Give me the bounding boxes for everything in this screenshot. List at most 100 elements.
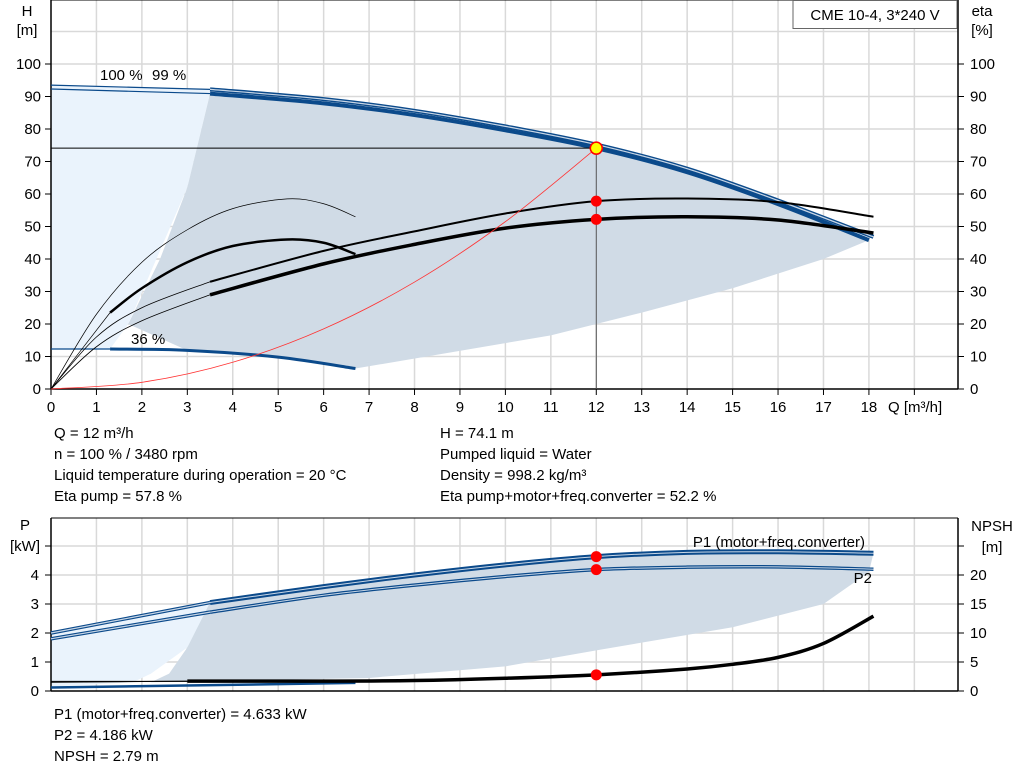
operating-range-region-power <box>150 551 874 683</box>
y-axis-label-left: P <box>20 517 30 534</box>
x-tick-label: 5 <box>274 399 282 416</box>
y-tick-label-right: 5 <box>970 654 978 671</box>
y-axis-unit-right: [m] <box>982 539 1003 556</box>
low-flow-region-power <box>51 602 211 687</box>
power-min-speed-curve <box>50 681 356 689</box>
info-bottom: P1 (motor+freq.converter) = 4.633 kW P2 … <box>54 704 307 767</box>
npsh-curve-low-flow <box>50 680 188 683</box>
y-tick-label-left: 20 <box>24 316 41 333</box>
info-speed: n = 100 % / 3480 rpm <box>54 446 198 463</box>
x-tick-label: 14 <box>679 399 696 416</box>
info-density: Density = 998.2 kg/m³ <box>440 467 587 484</box>
operating-range-region <box>128 93 869 369</box>
y-axis-unit-right: [%] <box>971 22 993 39</box>
x-tick-label: 18 <box>861 399 878 416</box>
x-tick-label: 10 <box>497 399 514 416</box>
eta-pump-curve-thin <box>50 281 211 390</box>
p1-curve-low-flow-gap <box>50 601 211 634</box>
p1-curve-gap <box>209 551 874 604</box>
label-speed-100: 100 % <box>100 67 143 84</box>
x-tick-label: 16 <box>770 399 787 416</box>
p2-curve-gap <box>209 566 874 613</box>
info-liquid: Pumped liquid = Water <box>440 446 592 463</box>
info-top-left: Q = 12 m³/h n = 100 % / 3480 rpm Liquid … <box>54 423 346 507</box>
legend-box <box>792 0 958 29</box>
label-speed-99: 99 % <box>152 67 186 84</box>
y-axis-unit-left: [m] <box>17 22 38 39</box>
x-tick-label: 3 <box>183 399 191 416</box>
x-tick-label: 8 <box>410 399 418 416</box>
duty-point-marker <box>589 141 604 155</box>
y-tick-label-left: 10 <box>24 349 41 366</box>
y-axis-label-right: NPSH <box>971 518 1013 535</box>
eta-pump-marker <box>590 195 602 207</box>
y-tick-label-right: 0 <box>970 683 978 700</box>
info-head: H = 74.1 m <box>440 425 514 442</box>
p1-curve-label: P1 (motor+freq.converter) <box>693 534 865 551</box>
info-npsh: NPSH = 2.79 m <box>54 748 159 765</box>
x-axis-label: Q [m³/h] <box>888 399 942 416</box>
info-top-right: H = 74.1 m Pumped liquid = Water Density… <box>440 423 716 507</box>
info-flow: Q = 12 m³/h <box>54 425 134 442</box>
x-tick-label: 0 <box>47 399 55 416</box>
y-tick-label-right: 10 <box>970 625 987 642</box>
y-tick-label-right: 90 <box>970 89 987 106</box>
p2-marker <box>590 564 602 576</box>
x-tick-label: 13 <box>633 399 650 416</box>
y-axis-label-right: eta <box>972 3 994 20</box>
y-tick-label-left: 3 <box>31 596 39 613</box>
head-curve-100-gap <box>209 88 874 238</box>
y-tick-label-left: 60 <box>24 186 41 203</box>
eta-total-curve-thin <box>50 294 211 390</box>
info-temperature: Liquid temperature during operation = 20… <box>54 467 347 484</box>
low-flow-region <box>51 85 211 350</box>
y-tick-label-right: 60 <box>970 186 987 203</box>
info-eta-pump: Eta pump = 57.8 % <box>54 488 182 505</box>
y-tick-label-left: 30 <box>24 284 41 301</box>
x-tick-label: 4 <box>229 399 237 416</box>
eta-total-min-speed-curve <box>109 238 356 314</box>
p2-curve-label: P2 <box>854 570 872 587</box>
y-tick-label-right: 100 <box>970 56 995 73</box>
y-tick-label-right: 0 <box>970 381 978 398</box>
eta-total-curve <box>209 214 874 297</box>
y-axis-label-left: H <box>22 3 33 20</box>
x-tick-label: 7 <box>365 399 373 416</box>
x-tick-label: 6 <box>319 399 327 416</box>
y-tick-label-right: 15 <box>970 596 987 613</box>
x-tick-label: 15 <box>724 399 741 416</box>
y-tick-label-right: 40 <box>970 251 987 268</box>
eta-total-marker <box>590 213 602 225</box>
y-tick-label-right: 30 <box>970 284 987 301</box>
y-tick-label-right: 80 <box>970 121 987 138</box>
y-tick-label-left: 1 <box>31 654 39 671</box>
info-p2: P2 = 4.186 kW <box>54 727 153 744</box>
y-tick-label-left: 2 <box>31 625 39 642</box>
x-tick-label: 1 <box>92 399 100 416</box>
y-tick-label-left: 70 <box>24 154 41 171</box>
y-tick-label-left: 80 <box>24 121 41 138</box>
x-tick-label: 9 <box>456 399 464 416</box>
y-tick-label-left: 50 <box>24 219 41 236</box>
y-tick-label-right: 50 <box>970 219 987 236</box>
x-tick-label: 17 <box>815 399 832 416</box>
legend-text: CME 10-4, 3*240 V <box>810 7 939 24</box>
p2-curve-low-flow-gap <box>50 611 211 640</box>
y-axis-unit-left: [kW] <box>10 538 40 555</box>
npsh-marker <box>590 669 602 681</box>
head-curve-99 <box>209 91 870 243</box>
y-tick-label-left: 40 <box>24 251 41 268</box>
y-tick-label-left: 0 <box>31 683 39 700</box>
y-tick-label-right: 70 <box>970 154 987 171</box>
eta-total-min-speed-curve-thin <box>50 312 111 390</box>
head-curve-min <box>110 347 356 371</box>
info-p1: P1 (motor+freq.converter) = 4.633 kW <box>54 706 307 723</box>
head-curve-99-thin <box>50 88 211 95</box>
y-tick-label-right: 20 <box>970 316 987 333</box>
eta-pump-min-speed-curve <box>50 198 356 390</box>
head-curve-100-thin <box>50 84 211 90</box>
p1-marker <box>590 551 602 563</box>
y-tick-label-left: 0 <box>33 381 41 398</box>
y-tick-label-right: 10 <box>970 349 987 366</box>
